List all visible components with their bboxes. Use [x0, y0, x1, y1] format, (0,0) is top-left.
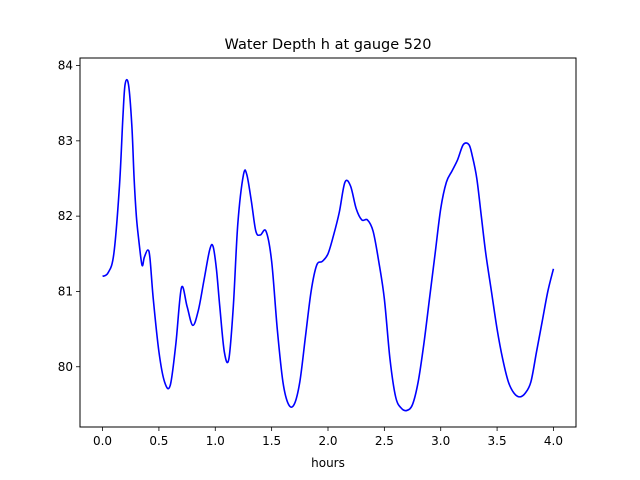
x-tick-label: 4.0	[544, 434, 563, 448]
x-axis-label: hours	[311, 456, 345, 470]
plot-frame	[79, 57, 577, 428]
x-tick-label: 0.5	[149, 434, 168, 448]
x-axis: 0.0 0.5 1.0 1.5 2.0 2.5 3.0 3.5 4.0	[93, 427, 563, 448]
y-tick-label: 84	[58, 59, 73, 73]
x-tick-label: 3.0	[431, 434, 450, 448]
series-line-0	[102, 78, 555, 412]
x-tick-label: 0.0	[93, 434, 112, 448]
y-tick-label: 82	[58, 209, 73, 223]
x-tick-label: 2.0	[318, 434, 337, 448]
x-tick-label: 3.5	[488, 434, 507, 448]
y-tick-label: 80	[58, 360, 73, 374]
y-axis: 80 81 82 83 84	[58, 59, 80, 374]
plot-area	[102, 78, 555, 412]
y-tick-label: 81	[58, 284, 73, 298]
y-tick-label: 83	[58, 134, 73, 148]
x-tick-label: 1.5	[262, 434, 281, 448]
chart-title: Water Depth h at gauge 520	[225, 37, 432, 53]
x-tick-label: 1.0	[206, 434, 225, 448]
x-tick-label: 2.5	[375, 434, 394, 448]
